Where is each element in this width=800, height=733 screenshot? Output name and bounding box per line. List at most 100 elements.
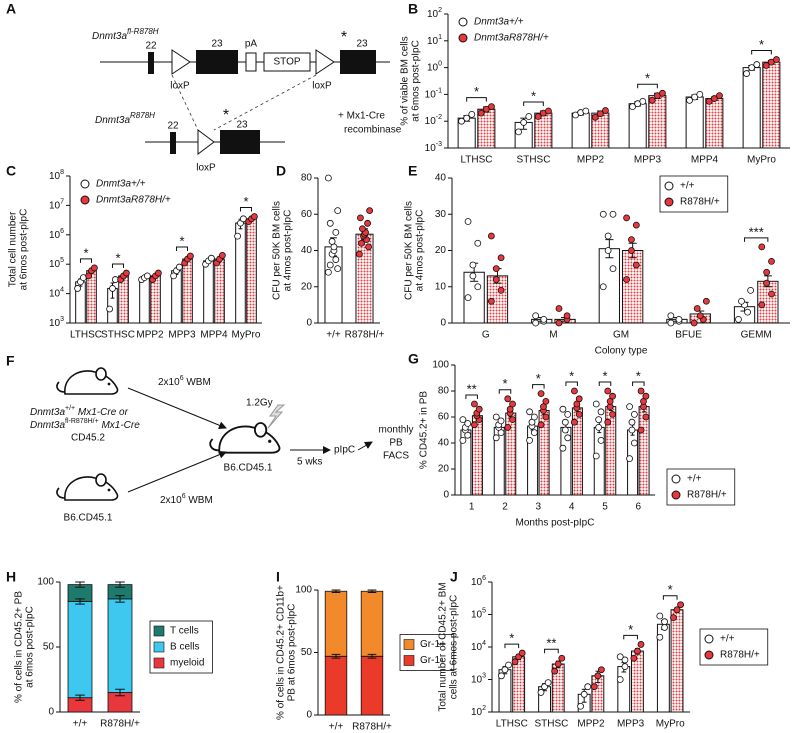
chart: E 0 10 20 30 40 CFU per 50K BM cells at 4mos po…: [404, 163, 790, 357]
loxp-label: loxP: [170, 81, 190, 92]
tick-base: 10: [49, 229, 61, 240]
x-axis-label: Colony type: [595, 346, 648, 357]
data-point: [554, 660, 562, 668]
irradiation-label: 1.2Gy: [246, 398, 273, 409]
legend-label: R878H/+: [680, 197, 720, 208]
data-point: [632, 261, 640, 269]
y-axis-label: at 6mos post-pIpC: [25, 606, 36, 688]
significance-bracket: [744, 237, 769, 242]
legend-label: myeloid: [170, 658, 204, 669]
y-tick-label: 0: [306, 318, 312, 329]
data-point: [616, 653, 624, 661]
bar: [150, 275, 161, 324]
y-tick-label: 106: [471, 575, 486, 588]
data-point: [609, 265, 617, 273]
y-axis-label: at 4mos post-pIpC: [283, 210, 294, 292]
data-point: [656, 612, 664, 620]
data-point: [545, 107, 552, 115]
bar-segment: [324, 655, 348, 716]
data-point: [667, 319, 675, 327]
tick-base: 10: [427, 62, 439, 73]
data-point: [520, 119, 528, 126]
y-tick-label: 100: [295, 585, 312, 596]
y-tick-label: 20: [438, 464, 450, 475]
recombinase-label: + Mx1-Cre: [338, 111, 385, 122]
x-tick-label: M: [549, 330, 557, 341]
readout-label: PB: [389, 438, 403, 449]
data-point: [555, 319, 563, 327]
data-point: [559, 405, 567, 413]
data-point: [471, 400, 478, 408]
tick-base: 10: [49, 171, 61, 182]
bar: [214, 258, 225, 324]
x-tick-label: GM: [613, 330, 629, 341]
data-point: [532, 319, 540, 327]
recombinase-label: recombinase: [344, 125, 402, 136]
allele-label: Dnmt3aR878H: [95, 111, 155, 126]
data-point: [702, 297, 710, 305]
x-tick-label: LTHSC: [70, 330, 102, 341]
stop-label: STOP: [273, 57, 300, 68]
bar: [628, 103, 647, 149]
data-point: [509, 400, 516, 408]
data-point: [540, 315, 548, 323]
data-point: [359, 225, 366, 233]
significance-bracket: [504, 643, 520, 649]
x-tick-label: +/+: [326, 330, 341, 341]
data-point: [748, 64, 756, 71]
tick-exponent: 5: [482, 607, 486, 614]
data-point: [628, 426, 636, 434]
legend-label: +/+: [687, 474, 702, 485]
bar-segment: [67, 601, 93, 699]
data-point: [686, 96, 693, 104]
data-point: [735, 315, 742, 323]
significance-bracket: [751, 50, 772, 55]
data-point: [555, 305, 563, 312]
x-tick-label: +/+: [329, 722, 344, 733]
polya: [245, 52, 257, 72]
tick-base: 10: [425, 116, 437, 127]
significance-label: *: [502, 376, 507, 391]
data-point: [542, 413, 550, 421]
data-point: [594, 672, 602, 680]
tick-exponent: 2: [438, 7, 442, 14]
x-tick-label: R878H/+: [352, 722, 392, 733]
data-point: [497, 254, 505, 262]
gene: Dnmt3a: [92, 31, 127, 42]
tick-base: 10: [427, 9, 439, 20]
y-tick-label: 10-2: [425, 114, 442, 127]
data-point: [675, 315, 683, 323]
data-point: [477, 109, 485, 117]
data-point: [487, 232, 495, 240]
x-tick-label: MPP3: [168, 330, 196, 341]
data-point: [621, 663, 629, 670]
readout-label: monthly: [378, 425, 413, 436]
data-point: [459, 436, 467, 444]
dose-base: 2x10: [160, 495, 182, 506]
data-point: [738, 297, 745, 305]
data-point: [602, 107, 609, 114]
data-point: [458, 117, 465, 125]
significance-label: *: [569, 368, 574, 383]
dose-exponent: 6: [182, 493, 186, 500]
tick-exponent: 6: [482, 575, 486, 582]
data-point: [334, 207, 342, 215]
panel-label: E: [408, 163, 417, 179]
exon: [220, 130, 260, 154]
data-point: [504, 395, 512, 403]
data-point: [469, 272, 477, 280]
tick-base: 10: [49, 200, 61, 211]
bar: [762, 61, 781, 149]
tick-base: 10: [49, 259, 61, 270]
x-tick-label: 6: [636, 502, 642, 513]
data-point: [763, 279, 771, 287]
data-point: [596, 110, 604, 118]
tick-exponent: 6: [60, 228, 64, 235]
error-bar: [367, 589, 377, 593]
bar: [118, 275, 129, 324]
x-tick-label: 2: [502, 502, 508, 513]
data-point: [656, 633, 664, 641]
allele-label: Dnmt3afl-R878H: [92, 27, 159, 42]
y-axis-label: cells at 6mos post-pIpC: [449, 595, 460, 700]
